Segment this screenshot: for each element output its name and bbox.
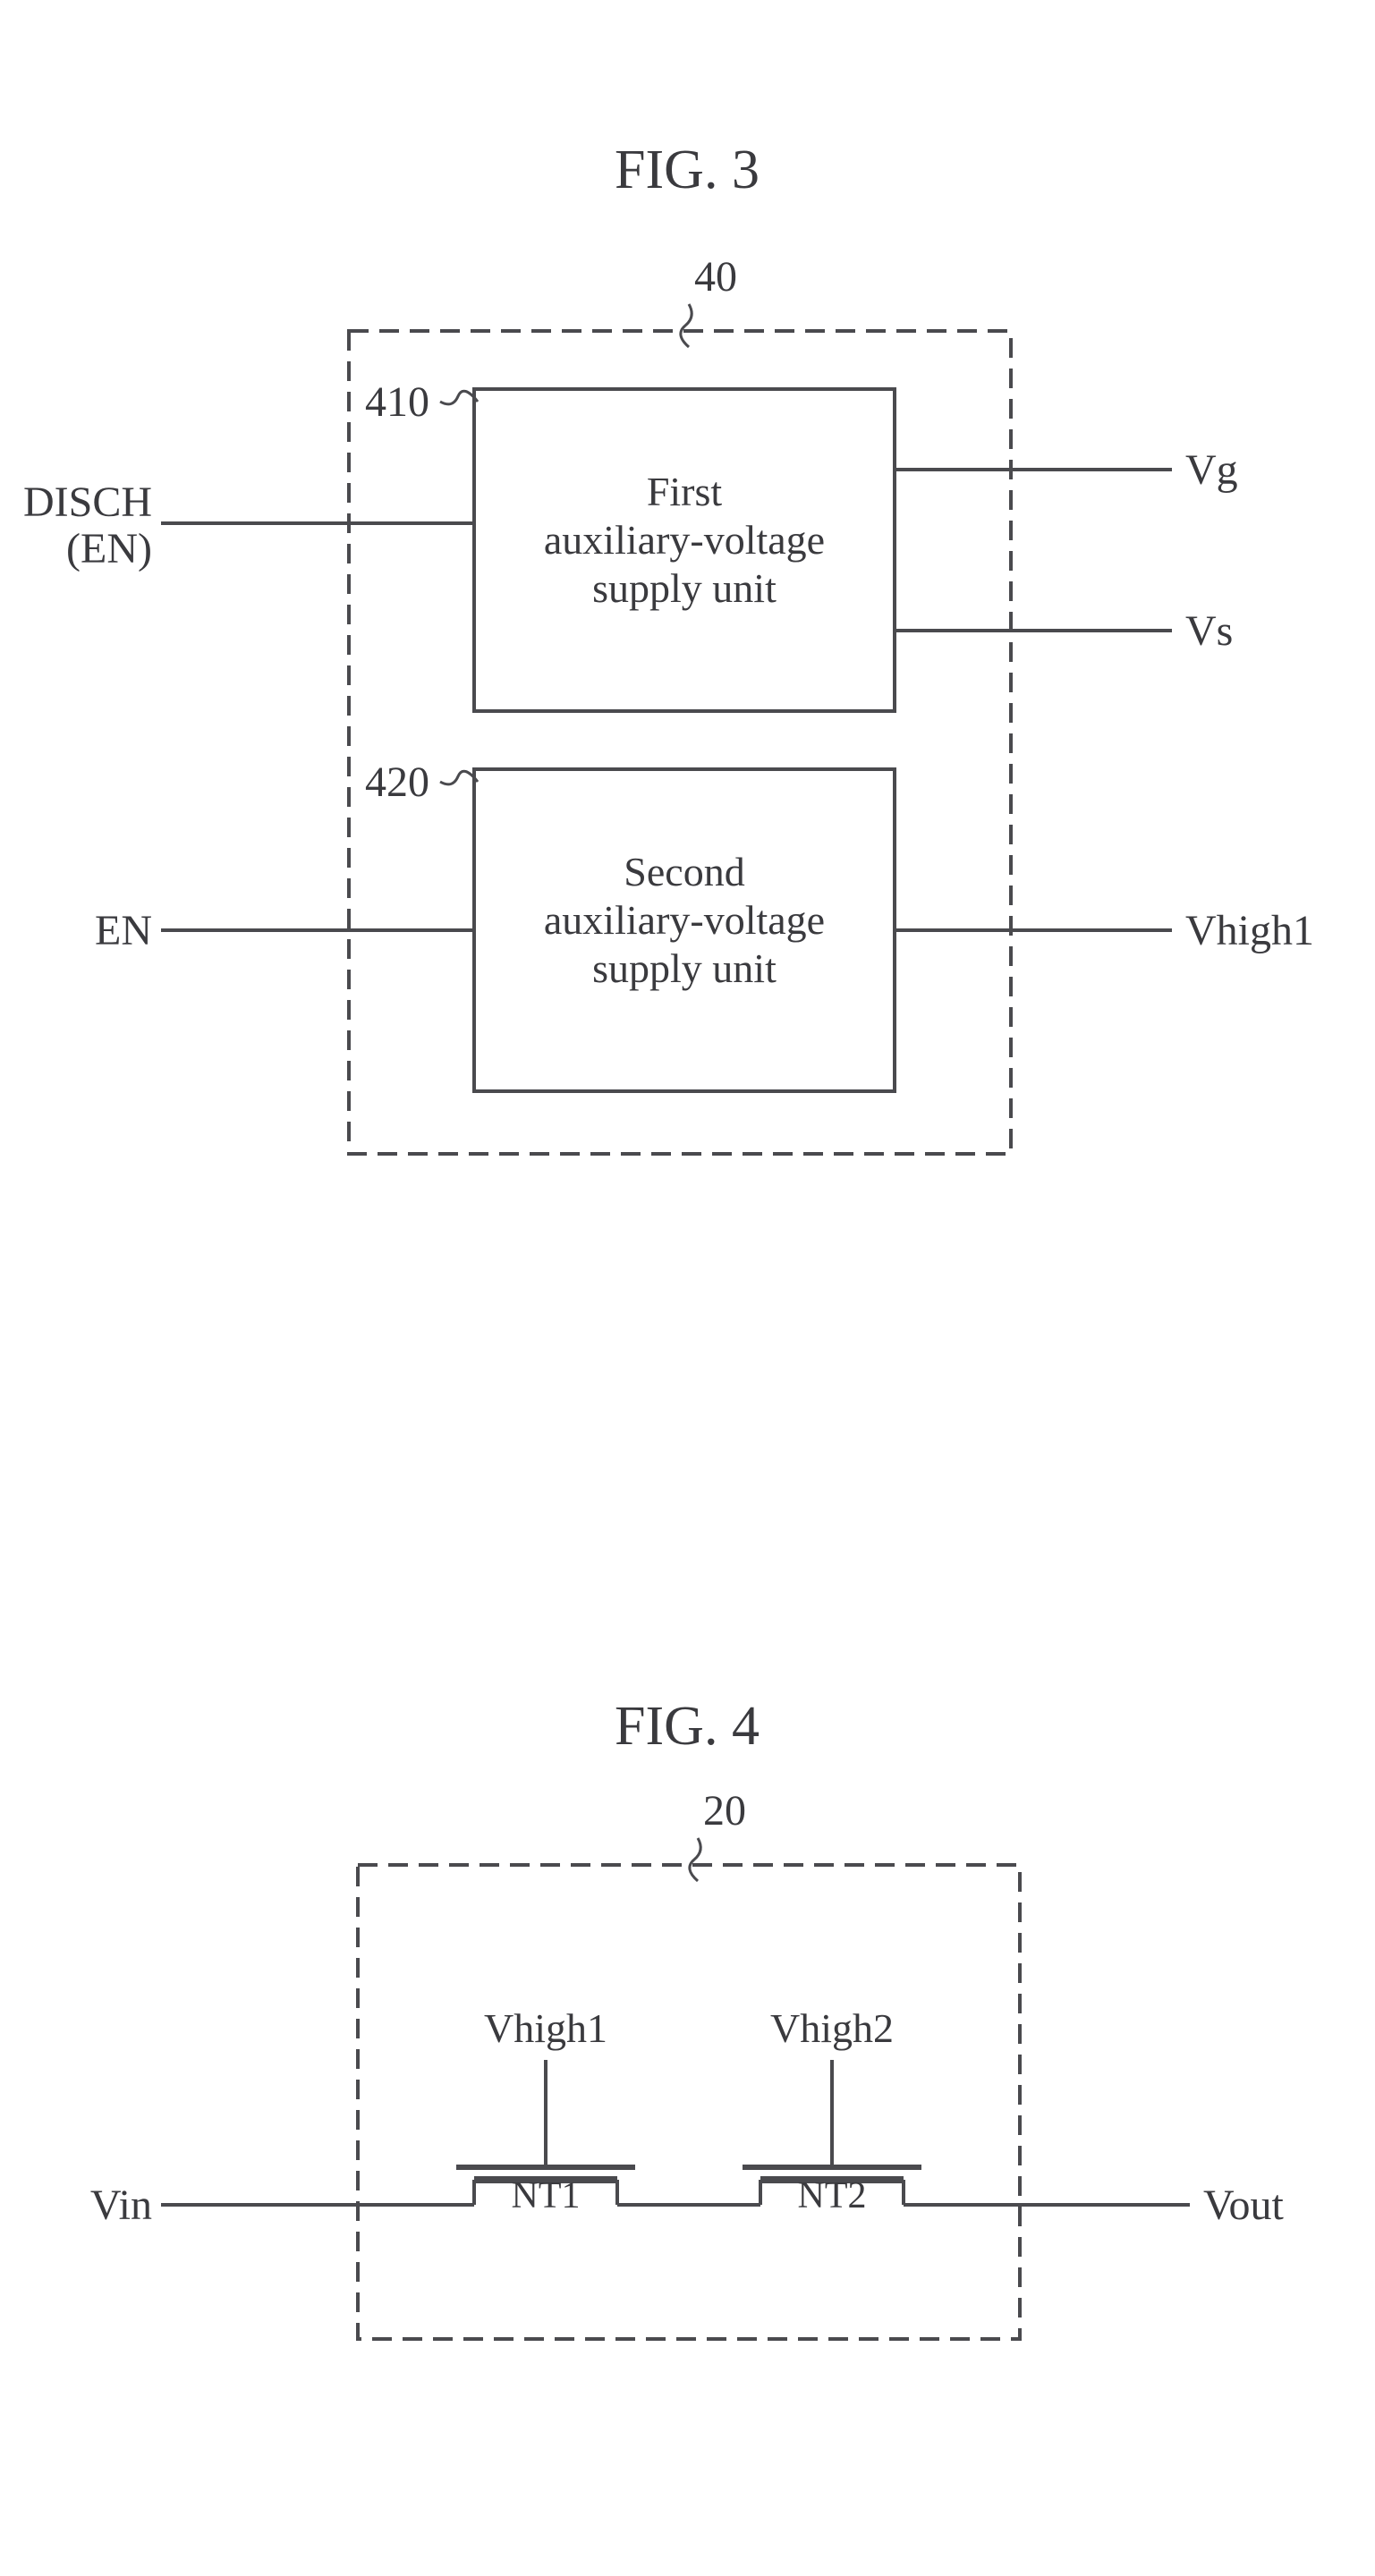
fig3-vg-label: Vg: [1185, 446, 1238, 494]
fig4-title: FIG. 4: [615, 1696, 760, 1757]
fig4-nt1-gate-label: Vhigh1: [484, 2005, 607, 2051]
fig3-block2-leader: [440, 771, 478, 784]
fig3-block2-input-label: EN: [95, 907, 152, 954]
fig3-block1-input-label: DISCH: [23, 479, 152, 526]
fig3-vs-label: Vs: [1185, 607, 1233, 655]
fig3-block1-leader: [440, 391, 478, 404]
fig3-block1-input-sub: (EN): [66, 525, 152, 572]
fig4-nt2-name: NT2: [798, 2175, 867, 2216]
fig3-vhigh1-label: Vhigh1: [1185, 907, 1314, 954]
fig4-vin-label: Vin: [90, 2182, 152, 2229]
fig3-block1-label: First: [647, 469, 723, 514]
fig3-block2-label: supply unit: [592, 945, 777, 991]
fig4-container: [358, 1865, 1020, 2339]
fig3-block2-ref: 420: [365, 758, 429, 806]
fig3-container-leader: [681, 304, 692, 347]
fig3-block1-ref: 410: [365, 378, 429, 426]
fig3-block1-label: auxiliary-voltage: [544, 517, 825, 563]
fig3-block2-label: Second: [624, 849, 744, 894]
fig3-container-ref: 40: [694, 253, 737, 301]
fig4-nt1-name: NT1: [512, 2175, 581, 2216]
fig4-nt2-gate-label: Vhigh2: [770, 2005, 894, 2051]
fig3-title: FIG. 3: [615, 140, 760, 200]
fig4-vout-label: Vout: [1203, 2182, 1284, 2229]
fig4-container-leader: [690, 1838, 700, 1881]
fig4-container-ref: 20: [703, 1787, 746, 1835]
fig3-block2-label: auxiliary-voltage: [544, 897, 825, 943]
fig3-block1-label: supply unit: [592, 565, 777, 611]
fig3-container: [349, 331, 1011, 1154]
